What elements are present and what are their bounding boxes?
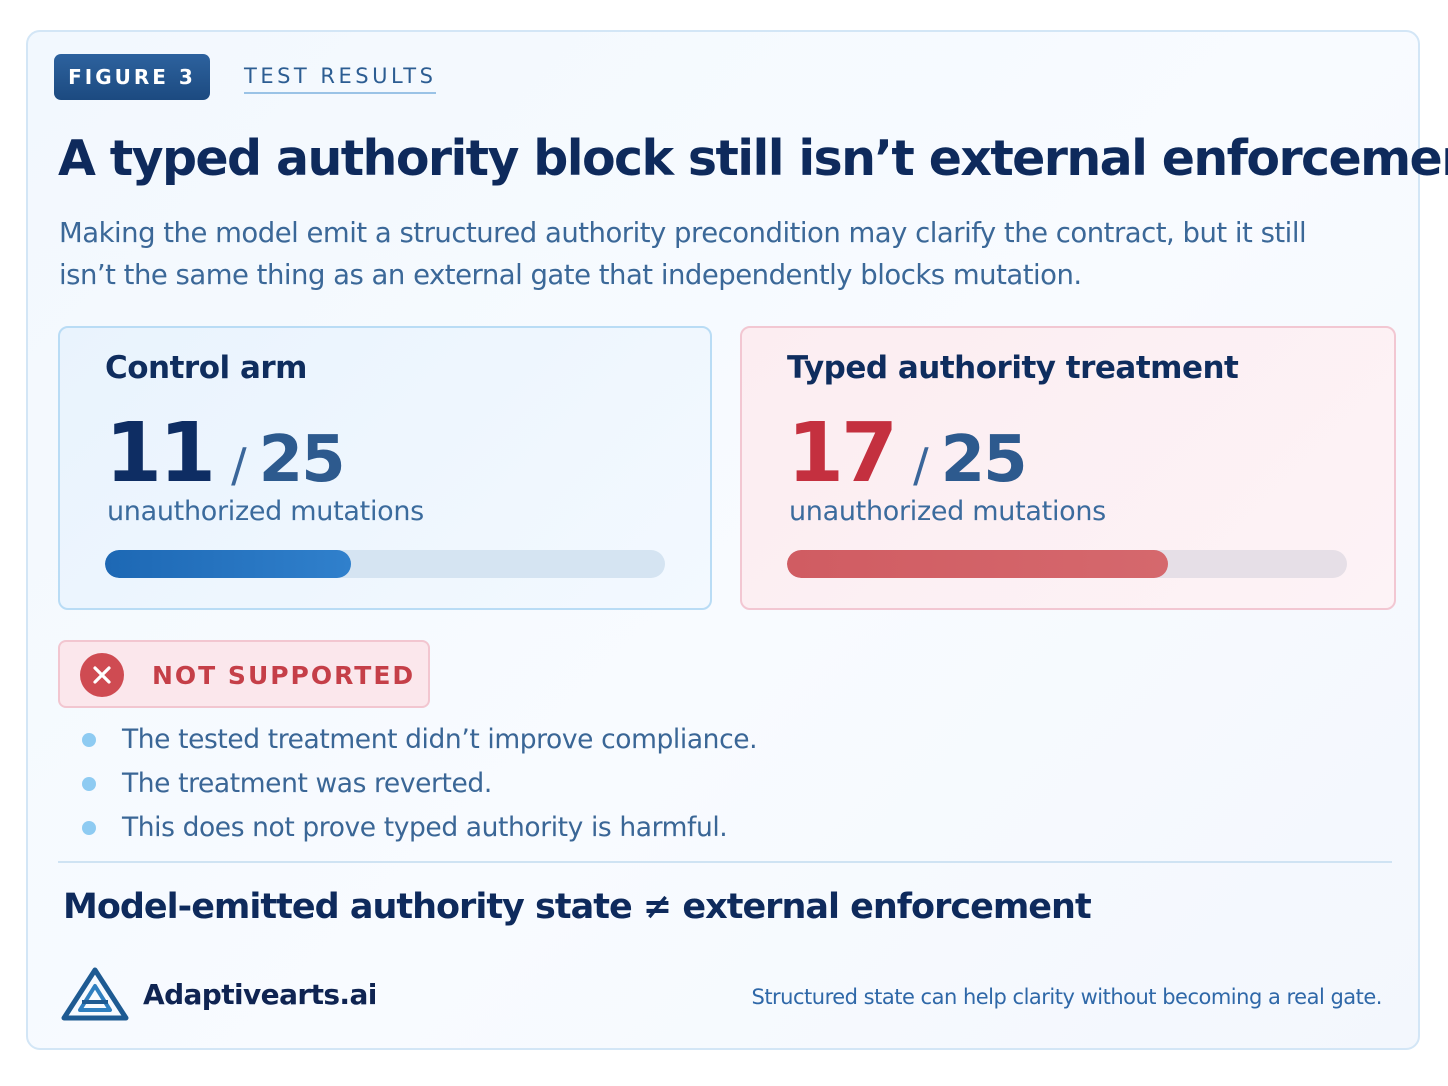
figure-card: FIGURE 3 TEST RESULTS A typed authority … xyxy=(26,30,1448,1050)
section-divider xyxy=(58,861,1392,863)
control-separator: / xyxy=(231,438,247,492)
list-item: The treatment was reverted. xyxy=(78,762,757,806)
triangle-logo-icon xyxy=(60,966,130,1022)
footer-tagline: Structured state can help clarity withou… xyxy=(751,985,1382,1009)
conclusion-statement: Model-emitted authority state ≠ external… xyxy=(63,887,1092,927)
page-subtitle: Making the model emit a structured autho… xyxy=(59,217,1307,291)
control-panel-title: Control arm xyxy=(105,350,307,386)
treatment-separator: / xyxy=(913,438,929,492)
control-total: 25 xyxy=(258,423,346,497)
page-title: A typed authority block still isn’t exte… xyxy=(58,130,1448,187)
bullet-dot-icon xyxy=(82,733,96,747)
list-item: This does not prove typed authority is h… xyxy=(78,806,757,850)
list-item: The tested treatment didn’t improve comp… xyxy=(78,718,758,762)
treatment-total: 25 xyxy=(940,423,1028,497)
verdict-badge: NOT SUPPORTED xyxy=(58,640,430,708)
control-score: 11 / 25 xyxy=(105,406,346,501)
treatment-score: 17 / 25 xyxy=(787,406,1028,501)
figure-tag: TEST RESULTS xyxy=(244,64,437,94)
verdict-label: NOT SUPPORTED xyxy=(152,661,416,690)
x-circle-icon xyxy=(80,653,124,697)
bullet-dot-icon xyxy=(82,777,96,791)
control-progress-fill xyxy=(105,550,352,578)
figure-badge: FIGURE 3 xyxy=(54,54,210,100)
treatment-panel: Typed authority treatment 17 / 25 unauth… xyxy=(740,326,1396,610)
control-count: 11 xyxy=(105,406,216,501)
findings-list: The tested treatment didn’t improve comp… xyxy=(78,718,758,850)
treatment-panel-title: Typed authority treatment xyxy=(787,350,1239,386)
control-progress-bar xyxy=(105,550,665,578)
treatment-progress-fill xyxy=(787,550,1168,578)
control-arm-panel: Control arm 11 / 25 unauthorized mutatio… xyxy=(58,326,712,610)
treatment-progress-bar xyxy=(787,550,1347,578)
bullet-dot-icon xyxy=(82,821,96,835)
finding-text: The treatment was reverted. xyxy=(122,768,492,799)
control-caption: unauthorized mutations xyxy=(107,496,424,527)
brand-name: Adaptivearts.ai xyxy=(143,978,377,1011)
finding-text: The tested treatment didn’t improve comp… xyxy=(122,724,758,755)
finding-text: This does not prove typed authority is h… xyxy=(122,812,728,843)
treatment-caption: unauthorized mutations xyxy=(789,496,1106,527)
treatment-count: 17 xyxy=(787,406,898,501)
